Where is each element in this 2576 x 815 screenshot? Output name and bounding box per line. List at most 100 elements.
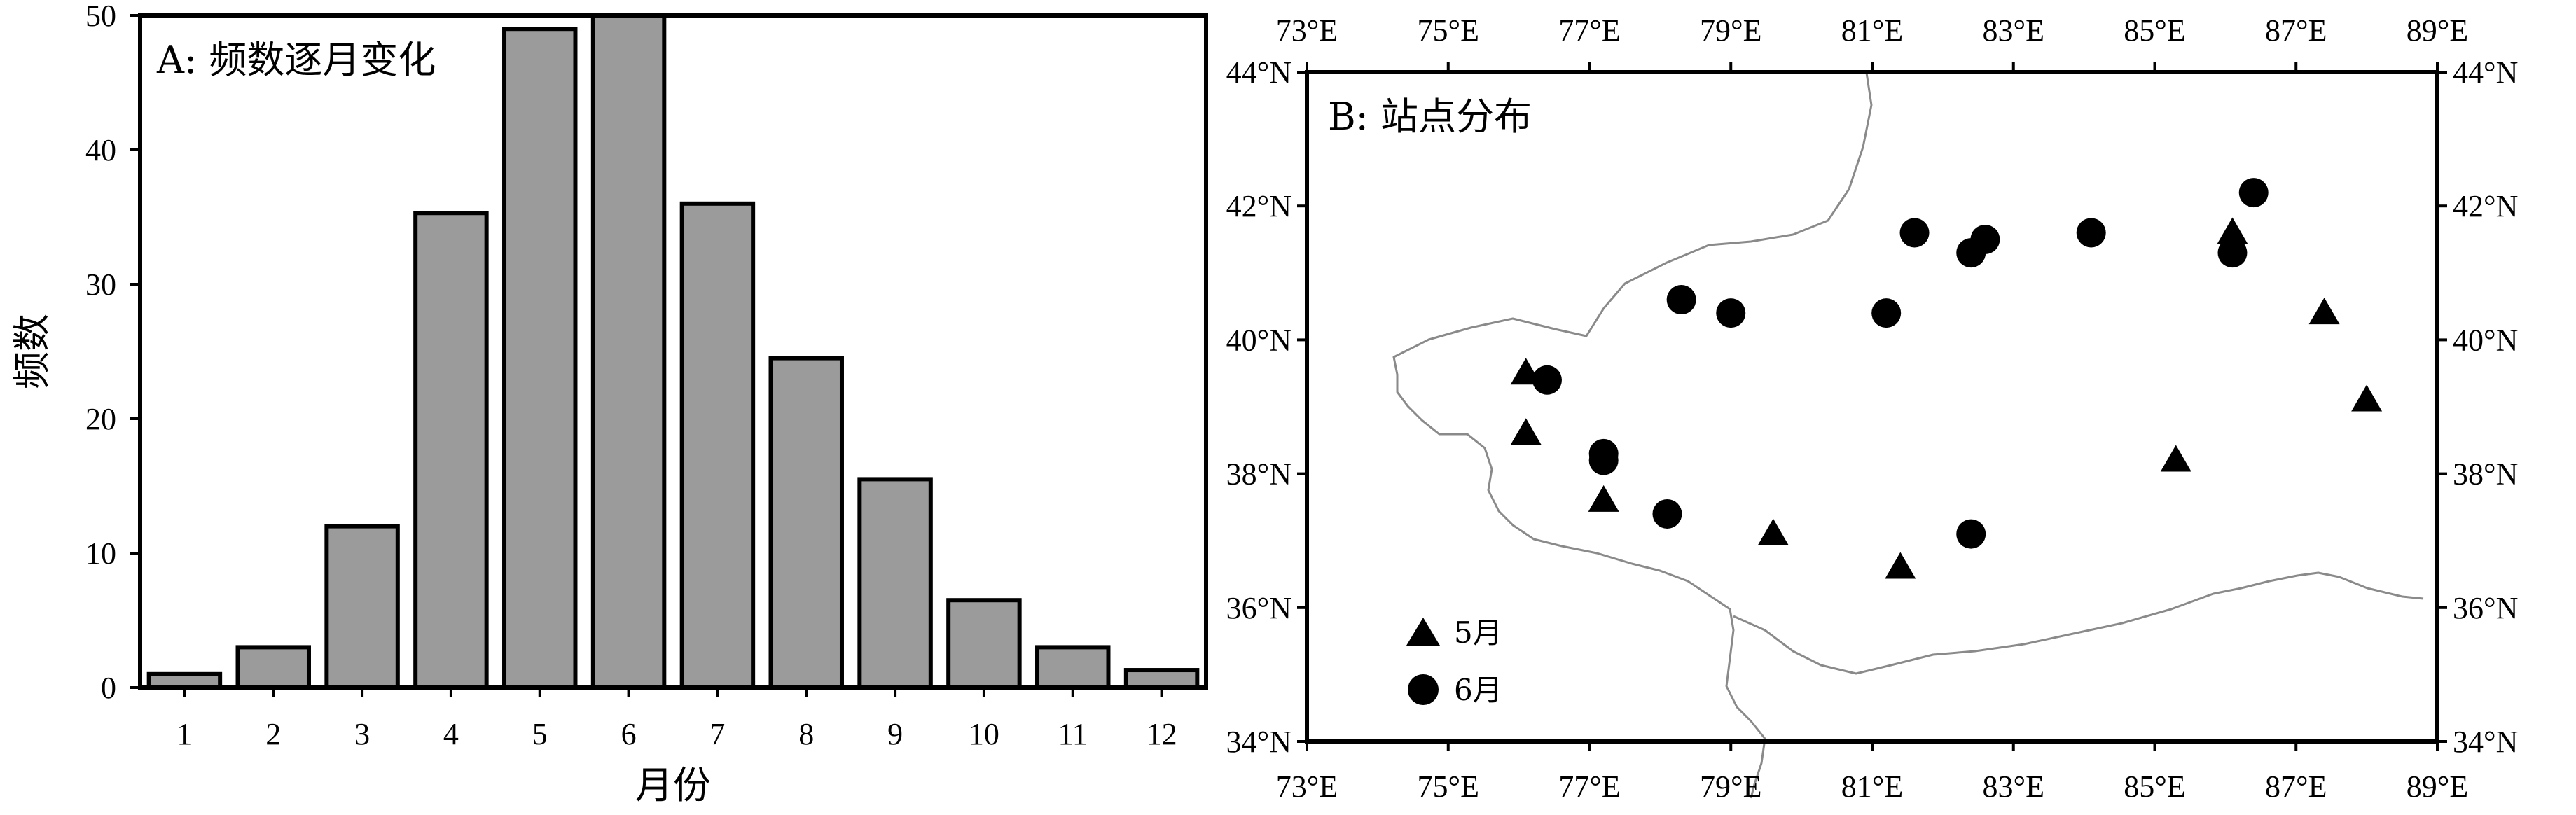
x-tick-label: 7 bbox=[709, 717, 725, 751]
bar bbox=[590, 13, 667, 690]
station-marker-may bbox=[1885, 552, 1916, 579]
station-markers bbox=[1510, 178, 2383, 579]
station-marker-june bbox=[1871, 298, 1902, 328]
bar bbox=[679, 201, 756, 690]
x-tick-label: 6 bbox=[621, 717, 637, 751]
bar bbox=[413, 211, 489, 690]
legend-triangle-marker bbox=[1406, 618, 1440, 646]
x-tick-label-top: 79°E bbox=[1700, 13, 1761, 48]
bar bbox=[946, 598, 1022, 690]
legend: 5月 6月 bbox=[1406, 615, 1502, 707]
y-axis-label: 频数 bbox=[10, 314, 54, 389]
y-tick-label-left: 40°N bbox=[1226, 323, 1292, 357]
y-tick-label: 50 bbox=[85, 0, 116, 33]
x-tick-label-bottom: 73°E bbox=[1276, 769, 1338, 804]
y-tick-label-right: 42°N bbox=[2453, 189, 2518, 223]
y-axis: 0 10 20 30 40 50 bbox=[85, 0, 140, 705]
x-tick-label-top: 75°E bbox=[1418, 13, 1479, 48]
station-marker-may bbox=[1588, 485, 1619, 512]
station-marker-june bbox=[1532, 365, 1562, 395]
panel-b-plot-frame bbox=[1305, 70, 2439, 744]
x-tick-label: 1 bbox=[176, 717, 192, 751]
map-axes: 73°E 73°E 75°E 75°E 77°E 77°E 79°E 79°E 81°E 81°E… bbox=[1226, 13, 2519, 804]
station-marker-may bbox=[2217, 217, 2248, 244]
station-marker-june bbox=[1652, 499, 1682, 529]
station-marker-june bbox=[2238, 178, 2269, 208]
station-marker-june bbox=[1588, 445, 1619, 475]
y-tick-label: 10 bbox=[85, 536, 116, 571]
x-tick-label-top: 81°E bbox=[1841, 13, 1903, 48]
x-tick-label: 8 bbox=[798, 717, 814, 751]
x-tick-label-top: 73°E bbox=[1276, 13, 1338, 48]
station-marker-june bbox=[1970, 225, 2000, 254]
y-tick-label-right: 36°N bbox=[2453, 591, 2518, 625]
station-marker-may bbox=[2308, 298, 2340, 325]
x-tick-label: 4 bbox=[443, 717, 459, 751]
x-tick-label: 3 bbox=[354, 717, 370, 751]
x-tick-label-bottom: 79°E bbox=[1700, 769, 1761, 804]
y-tick-label-left: 42°N bbox=[1226, 189, 1292, 223]
x-tick-label-top: 89°E bbox=[2407, 13, 2468, 48]
region-boundary bbox=[1392, 72, 1873, 799]
x-tick-label: 12 bbox=[1147, 717, 1177, 751]
x-axis-label: 月份 bbox=[635, 763, 711, 807]
y-tick-label-right: 44°N bbox=[2453, 55, 2518, 90]
x-tick-label: 9 bbox=[887, 717, 903, 751]
y-tick-label-left: 36°N bbox=[1226, 591, 1292, 625]
y-tick-label-left: 44°N bbox=[1226, 55, 1292, 90]
y-tick-label: 40 bbox=[85, 133, 116, 167]
x-tick-label-bottom: 87°E bbox=[2265, 769, 2327, 804]
x-tick-label-bottom: 81°E bbox=[1841, 769, 1903, 804]
y-tick-label-right: 40°N bbox=[2453, 323, 2518, 357]
x-tick-label-bottom: 77°E bbox=[1558, 769, 1620, 804]
x-tick-label-top: 83°E bbox=[1983, 13, 2044, 48]
panel-b-title: B: 站点分布 bbox=[1328, 95, 1532, 139]
station-marker-may bbox=[2351, 384, 2383, 412]
x-tick-label-bottom: 89°E bbox=[2407, 769, 2468, 804]
station-marker-june bbox=[1716, 298, 1746, 328]
y-tick-label-left: 38°N bbox=[1226, 457, 1292, 492]
legend-label-june: 6月 bbox=[1454, 673, 1502, 707]
bar bbox=[857, 477, 933, 690]
station-marker-may bbox=[1757, 518, 1789, 545]
station-marker-june bbox=[1899, 218, 1930, 248]
x-tick-label: 10 bbox=[969, 717, 999, 751]
bar bbox=[1035, 645, 1111, 690]
y-tick-label-right: 38°N bbox=[2453, 457, 2518, 492]
bar bbox=[1123, 668, 1200, 690]
x-tick-label: 11 bbox=[1058, 717, 1088, 751]
x-tick-label: 5 bbox=[532, 717, 548, 751]
x-tick-label-top: 77°E bbox=[1558, 13, 1620, 48]
x-tick-label-top: 87°E bbox=[2265, 13, 2327, 48]
y-tick-label: 30 bbox=[85, 267, 116, 302]
y-tick-label: 0 bbox=[101, 671, 116, 705]
x-axis: 1 2 3 4 5 6 7 8 9 10 11 12 bbox=[176, 688, 1177, 751]
panel-a-plot-frame bbox=[138, 13, 1208, 690]
x-tick-label: 2 bbox=[265, 717, 281, 751]
legend-label-may: 5月 bbox=[1454, 615, 1502, 650]
bar-series bbox=[146, 13, 1200, 690]
bar bbox=[768, 356, 844, 690]
y-tick-label-right: 34°N bbox=[2453, 725, 2518, 759]
bar bbox=[235, 645, 311, 690]
station-marker-june bbox=[2217, 238, 2248, 268]
station-marker-june bbox=[2076, 218, 2106, 248]
y-tick-label: 20 bbox=[85, 402, 116, 436]
region-boundary-south bbox=[1733, 571, 2424, 675]
station-marker-may bbox=[1510, 418, 1542, 445]
station-marker-june bbox=[1956, 519, 1986, 549]
panel-b-station-map: 73°E 73°E 75°E 75°E 77°E 77°E 79°E 79°E 81°E 81°E… bbox=[1226, 13, 2519, 804]
x-tick-label-bottom: 75°E bbox=[1418, 769, 1479, 804]
x-tick-label-bottom: 83°E bbox=[1983, 769, 2044, 804]
bar bbox=[324, 524, 400, 690]
x-tick-label-bottom: 85°E bbox=[2124, 769, 2185, 804]
station-marker-may bbox=[2160, 445, 2191, 472]
panel-a-title: A: 频数逐月变化 bbox=[156, 38, 436, 82]
x-tick-label-top: 85°E bbox=[2124, 13, 2185, 48]
bar bbox=[502, 27, 578, 690]
y-tick-label-left: 34°N bbox=[1226, 725, 1292, 759]
legend-circle-marker bbox=[1408, 674, 1439, 705]
station-marker-june bbox=[1666, 285, 1696, 315]
